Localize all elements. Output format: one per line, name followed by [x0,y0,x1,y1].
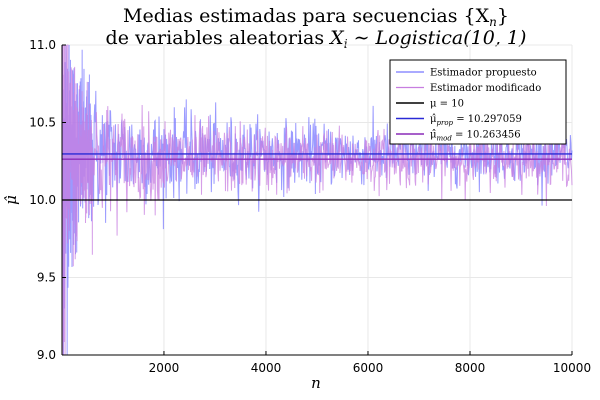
series-line-1 [61,44,573,356]
chart-title-line-1-sub: n [489,15,497,29]
legend-label-tail-3: = 10.297059 [453,114,522,125]
chart-title-line-1: Medias estimadas para secuencias {Xn} [123,5,509,29]
legend-label-main-0: Estimador propuesto [430,68,537,79]
x-tick-label-0: 2000 [149,361,180,375]
y-axis-label: μ̂ [2,195,20,205]
y-tick-label-2: 10.0 [29,193,56,207]
x-tick-label-1: 4000 [251,361,282,375]
x-tick-label-3: 8000 [455,361,486,375]
chart-title-line-1-end: } [497,5,509,27]
legend-label-sub-3: prop [437,119,454,127]
legend-label-main-2: μ = 10 [430,99,464,110]
chart-title-line-2-sub: i [344,37,348,51]
chart-title-line-2-dist: ∼ Logistica(10, 1) [348,27,527,49]
chart-title-line-2: de variables aleatorias Xi ∼ Logistica(1… [106,27,527,51]
legend-label-3: μ̂prop = 10.297059 [430,114,522,127]
legend: Estimador propuesto Estimador modificado μ… [389,59,567,145]
legend-label-1: Estimador modificado [430,83,541,94]
x-axis-label: n [311,374,321,392]
legend-label-tail-4: = 10.263456 [452,130,521,141]
series-group [61,44,573,356]
x-tick-label-4: 10000 [553,361,591,375]
legend-label-main-4: μ̂ [430,130,437,141]
chart-title-line-2-prefix: de variables aleatorias [106,27,331,49]
legend-label-2: μ = 10 [430,99,464,110]
x-tick-label-2: 6000 [353,361,384,375]
legend-label-4: μ̂mod = 10.263456 [430,130,521,143]
legend-label-main-1: Estimador modificado [430,83,541,94]
chart-title-line-2-var: X [328,27,345,49]
legend-box [389,59,567,145]
legend-label-main-3: μ̂ [430,114,437,125]
y-tick-label-1: 9.5 [37,271,56,285]
chart-title-line-1-text: Medias estimadas para secuencias {X [123,5,490,27]
y-tick-label-4: 11.0 [29,38,56,52]
y-tick-label-0: 9.0 [37,348,56,362]
legend-label-0: Estimador propuesto [430,68,537,79]
legend-label-sub-4: mod [437,135,453,143]
tick-labels: 2000 4000 6000 8000 10000 9.0 9.5 10.0 10.5 11.0 [29,38,591,375]
y-tick-label-3: 10.5 [29,116,56,130]
